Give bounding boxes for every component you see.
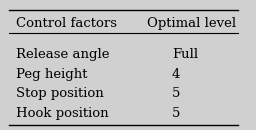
Text: Peg height: Peg height [16, 68, 88, 81]
Text: Control factors: Control factors [16, 17, 117, 30]
Text: Full: Full [172, 48, 198, 61]
Text: Optimal level: Optimal level [147, 17, 237, 30]
Text: 5: 5 [172, 87, 180, 100]
Text: 5: 5 [172, 107, 180, 120]
Text: Release angle: Release angle [16, 48, 110, 61]
Text: 4: 4 [172, 68, 180, 81]
Text: Hook position: Hook position [16, 107, 109, 120]
Text: Stop position: Stop position [16, 87, 104, 100]
